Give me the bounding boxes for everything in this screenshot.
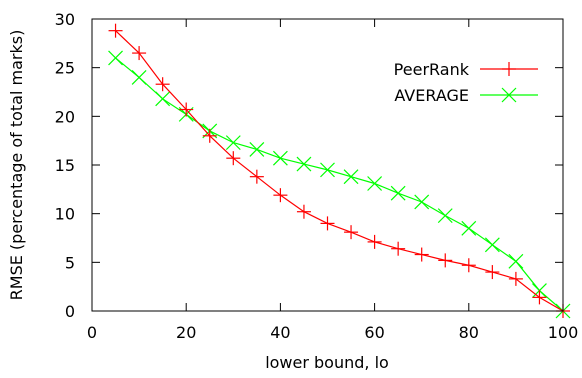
data-point-average (320, 162, 335, 178)
series-line-peerrank (115, 30, 564, 312)
data-point-average (108, 50, 123, 66)
data-point-peerrank (155, 77, 170, 92)
data-point-peerrank (132, 46, 147, 61)
y-tick-label: 0 (65, 302, 75, 321)
data-point-average (225, 135, 241, 151)
y-tick-label: 5 (65, 253, 75, 272)
data-point-peerrank (296, 204, 311, 219)
data-point-average (249, 142, 265, 157)
data-point-peerrank (108, 23, 123, 38)
data-point-average (155, 91, 171, 107)
x-tick-label: 0 (87, 323, 97, 342)
data-point-average (461, 220, 477, 236)
x-tick-label: 100 (548, 323, 579, 342)
y-tick-label: 15 (55, 156, 75, 175)
x-axis-label: lower bound, lo (265, 353, 389, 372)
x-tick-label: 80 (459, 323, 479, 342)
data-point-peerrank (485, 265, 500, 280)
data-point-peerrank (344, 225, 359, 240)
data-point-peerrank (226, 151, 241, 166)
data-point-peerrank (461, 258, 476, 273)
data-point-peerrank (273, 188, 288, 203)
y-tick-label: 10 (55, 205, 75, 224)
data-point-average (272, 150, 288, 166)
data-point-average (343, 169, 359, 185)
legend: PeerRank AVERAGE (394, 60, 538, 105)
legend-marker-peerrank (502, 62, 516, 76)
data-point-peerrank (438, 253, 453, 268)
legend-label-average: AVERAGE (394, 86, 469, 105)
ticks-layer: 0 20 40 60 80 100 0 5 10 15 20 25 30 (55, 10, 579, 342)
x-tick-label: 60 (364, 323, 384, 342)
plot-frame (91, 18, 564, 312)
x-tick-label: 20 (176, 323, 196, 342)
data-point-peerrank (391, 241, 406, 256)
data-point-average (131, 69, 147, 85)
data-point-peerrank (202, 128, 217, 143)
y-tick-label: 20 (55, 107, 75, 126)
legend-label-peerrank: PeerRank (394, 60, 470, 79)
data-point-peerrank (508, 271, 523, 286)
series-layer (108, 23, 571, 319)
data-point-average (367, 176, 383, 191)
data-point-average (296, 156, 312, 172)
y-axis-label: RMSE (percentage of total marks) (7, 30, 26, 301)
data-point-peerrank (320, 216, 335, 231)
data-point-average (390, 185, 406, 201)
data-point-peerrank (414, 247, 429, 262)
data-point-peerrank (249, 169, 264, 184)
y-tick-label: 30 (55, 10, 75, 29)
series-line-average (115, 57, 564, 312)
data-point-peerrank (532, 290, 547, 305)
x-tick-label: 40 (270, 323, 290, 342)
data-point-peerrank (179, 102, 194, 117)
data-point-average (484, 237, 500, 253)
data-point-average (508, 253, 524, 269)
data-point-average (414, 194, 430, 210)
y-tick-label: 25 (55, 59, 75, 78)
data-point-peerrank (367, 234, 382, 249)
data-point-average (437, 208, 453, 224)
legend-marker-average (501, 87, 517, 103)
